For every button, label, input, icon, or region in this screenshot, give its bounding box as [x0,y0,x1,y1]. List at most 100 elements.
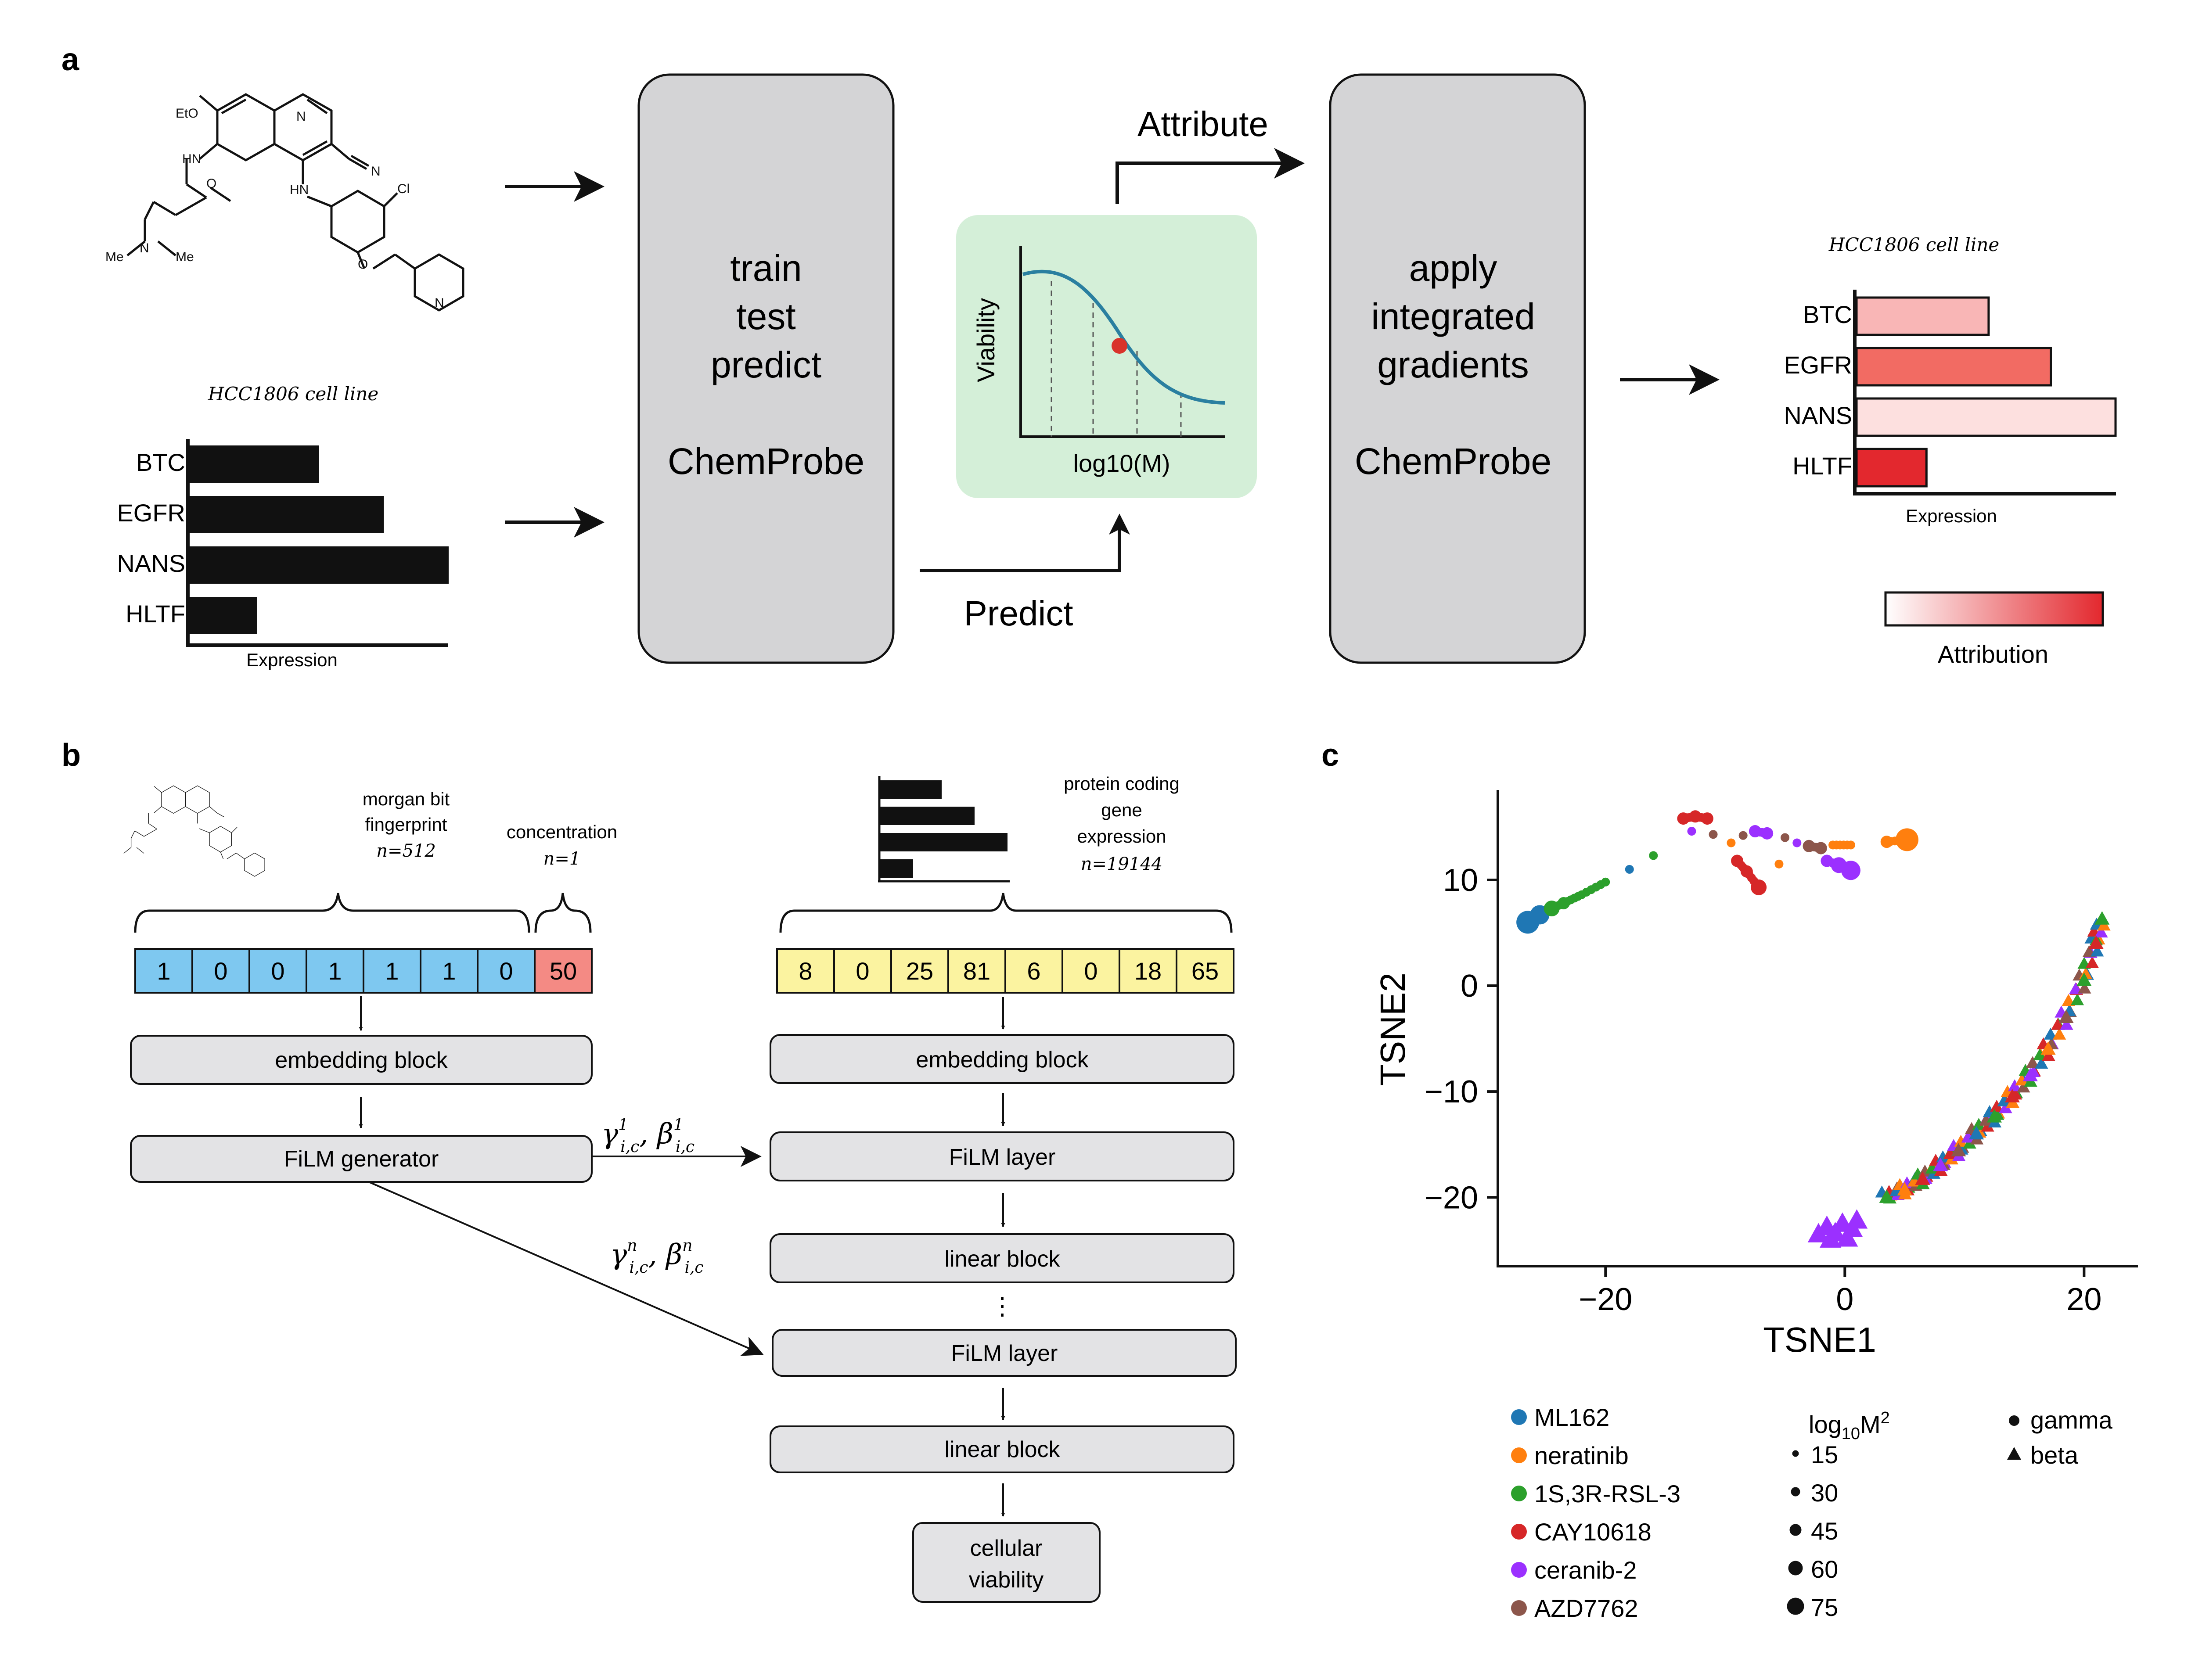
curve-guide-lines [1051,281,1182,437]
chemprobe-ig-box: apply integrated gradients ChemProbe [1329,73,1586,664]
gamma-point-neratinib [1727,838,1736,847]
beta-point-cay10618 [1981,1120,1994,1132]
fingerprint-vector: 1 0 0 1 1 1 0 50 [134,948,593,994]
gamma-point-ceranib-2 [1841,861,1860,880]
concentration-cell [534,948,593,994]
beta-point-ml162 [2034,1056,2048,1069]
size-legend-marker [1791,1487,1800,1497]
film-arrow-n [368,1181,764,1356]
expression-chart-a: HCC1806 cell line BTC EGFR NANS HLTF Expres… [117,383,449,670]
gene-label-btc: BTC [136,449,185,476]
attribute-arrow [1115,148,1305,204]
size-legend-label: 15 [1811,1441,1838,1468]
legend-label-azd7762: AZD7762 [1534,1594,1638,1622]
legend-label-1s-3r-rsl-3: 1S,3R-RSL-3 [1534,1480,1680,1508]
linear-block-n [770,1425,1234,1473]
concentration-label: concentration [507,822,617,842]
gamma-point-azd7762 [1781,833,1790,842]
fingerprint-bit-value: 1 [157,957,170,985]
expression-cell [890,948,949,994]
embedding-block-right [770,1034,1234,1084]
beta-point-ceranib-2 [1836,1227,1858,1247]
attr-gene-label-btc: BTC [1803,301,1852,328]
y-tick-label: −20 [1425,1180,1478,1215]
gamma-point-1s-3r-rsl-3 [1557,897,1570,909]
tsne-xlabel: TSNE1 [1763,1320,1876,1359]
gamma-point-ml162 [1625,865,1634,874]
gamma-point-neratinib [1828,840,1838,850]
gamma-point-ceranib-2 [1687,827,1696,836]
beta-point-ml162 [2091,944,2104,957]
expression-cell-value: 0 [856,957,869,985]
beta-legend-label: beta [2030,1441,2079,1469]
fingerprint-bit-cell [306,948,364,994]
gamma-marker-icon [2009,1415,2019,1426]
beta-point-ceranib-2 [2060,1018,2073,1030]
gamma-point-cay10618 [1751,879,1767,895]
gene-label-egfr: EGFR [117,499,185,527]
embedding-block-left-label: embedding block [275,1048,448,1073]
gamma-point-1s-3r-rsl-3 [1601,877,1610,887]
left-pipeline: embedding block FiLM generator [130,996,593,1183]
attribution-colorbar [1884,591,2104,627]
output-label-1: cellular [970,1536,1043,1561]
beta-point-ceranib-2 [2022,1068,2038,1081]
concentration-brace [534,893,592,933]
molecule-structure-a [126,93,464,312]
attribute-label: Attribute [1137,104,1268,144]
expression-bar-hltf [190,597,257,634]
right-pipeline: embedding block FiLM layer linear block … [770,997,1237,1603]
gene-label-hltf: HLTF [126,600,185,628]
beta-point-neratinib [2015,1073,2029,1086]
expr-label-1: protein coding [1064,773,1180,794]
ellipsis: ⋮ [990,1292,1015,1320]
gene-label-nans: NANS [117,549,185,577]
gamma-point-azd7762 [1738,831,1748,840]
y-tick-label: 0 [1461,969,1478,1004]
legend-label-ceranib-2: ceranib-2 [1534,1556,1637,1584]
beta-point-ml162 [1936,1150,1950,1163]
beta-point-ceranib-2 [1999,1101,2012,1113]
expression-cell-value: 0 [1084,957,1098,985]
fingerprint-bit-cell [248,948,307,994]
beta-point-cay10618 [1990,1099,2004,1112]
expression-bar-nans [190,546,449,584]
expression-cell-value: 8 [799,957,812,985]
beta-point-cay10618 [1915,1171,1930,1185]
beta-point-1s-3r-rsl-3 [1963,1136,1976,1149]
film-layer-1-label: FiLM layer [949,1145,1056,1170]
mol-nh2: HN [290,183,309,197]
film-generator-label: FiLM generator [284,1146,439,1172]
mol-n-ring: N [296,109,306,124]
fingerprint-bit-value: 1 [385,957,399,985]
linear-block-1 [770,1233,1234,1283]
embedding-block-left [130,1035,593,1085]
tsne-plot: −20 0 20 10 0 −10 −20 TSNE1 TSNE2 [1373,790,2138,1359]
expression-bar-btc [190,445,319,483]
x-tick-label: −20 [1579,1282,1632,1317]
expr-label-2: gene [1101,800,1142,820]
legend-marker-azd7762 [1511,1600,1527,1616]
attr-bar-egfr [1855,347,2052,387]
attr-gene-label-nans: NANS [1784,402,1852,429]
viability-curve [1022,269,1225,405]
train-label: train [730,248,802,289]
mol-cl: Cl [397,182,410,196]
film-layer-n-label: FiLM layer [951,1341,1058,1366]
fingerprint-label-1: morgan bit [363,789,450,809]
attr-bar-hltf [1855,448,1928,488]
legend-marker-neratinib [1511,1447,1527,1463]
legend-label-cay10618: CAY10618 [1534,1518,1652,1546]
beta-point-azd7762 [2026,1056,2040,1068]
linear-block-n-label: linear block [944,1437,1060,1462]
expr-n: n=19144 [1081,854,1163,874]
legend-marker-1s-3r-rsl-3 [1511,1486,1527,1501]
cellular-viability-block [912,1522,1101,1603]
film-layer-1 [770,1131,1234,1181]
size-legend-label: 75 [1811,1594,1838,1621]
beta-point-1s-3r-rsl-3 [2076,973,2092,986]
size-legend-marker [1789,1524,1802,1536]
beta-point-ml162 [1997,1094,2011,1106]
beta-point-ceranib-2 [2094,925,2108,938]
fingerprint-bit-cell [420,948,479,994]
